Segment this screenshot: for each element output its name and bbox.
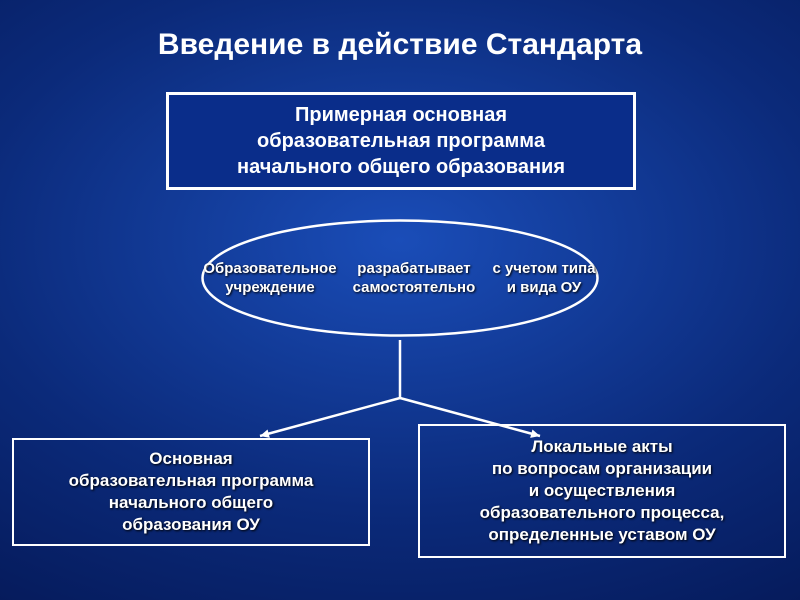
left-box: Основнаяобразовательная программаначальн… [12, 438, 370, 546]
right-box-text: Локальные актыпо вопросам организациии о… [480, 436, 725, 546]
top-box: Примерная основнаяобразовательная програ… [166, 92, 636, 190]
top-box-text: Примерная основнаяобразовательная програ… [237, 102, 565, 180]
left-box-text: Основнаяобразовательная программаначальн… [69, 448, 314, 536]
title-text: Введение в действие Стандарта [158, 28, 642, 61]
right-box: Локальные актыпо вопросам организациии о… [418, 424, 786, 558]
slide-title: Введение в действие Стандарта [0, 28, 800, 62]
ellipse-node: Образовательное учреждениеразрабатывает … [200, 218, 600, 338]
ellipse-text: Образовательное учреждениеразрабатывает … [200, 218, 600, 338]
